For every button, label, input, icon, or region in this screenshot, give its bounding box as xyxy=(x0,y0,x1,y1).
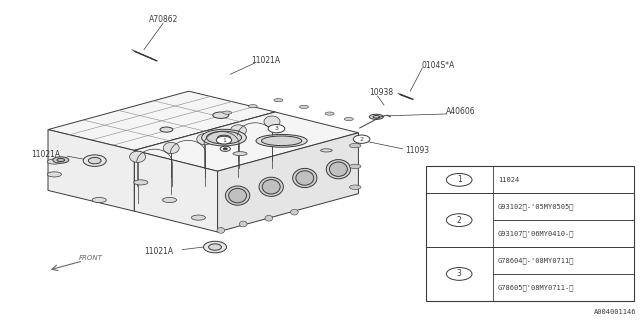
Text: A70862: A70862 xyxy=(148,15,178,24)
Text: 1: 1 xyxy=(457,175,461,184)
Ellipse shape xyxy=(163,142,179,154)
Circle shape xyxy=(216,136,232,144)
Circle shape xyxy=(268,124,285,133)
Circle shape xyxy=(447,268,472,280)
Circle shape xyxy=(353,135,370,143)
Ellipse shape xyxy=(256,134,307,147)
Ellipse shape xyxy=(197,134,212,145)
Ellipse shape xyxy=(57,158,65,162)
Ellipse shape xyxy=(274,99,283,102)
Circle shape xyxy=(83,155,106,166)
Ellipse shape xyxy=(217,228,225,233)
Ellipse shape xyxy=(212,112,229,118)
Ellipse shape xyxy=(92,197,106,203)
Ellipse shape xyxy=(129,151,146,163)
Ellipse shape xyxy=(296,171,314,185)
Circle shape xyxy=(204,241,227,253)
Ellipse shape xyxy=(262,180,280,194)
Text: 11021A: 11021A xyxy=(31,150,61,159)
Ellipse shape xyxy=(163,197,177,203)
Polygon shape xyxy=(134,150,218,232)
Text: A40606: A40606 xyxy=(446,108,476,116)
Circle shape xyxy=(220,146,230,151)
Text: G93102（-'05MY0505）: G93102（-'05MY0505） xyxy=(498,204,575,210)
Text: 1: 1 xyxy=(222,138,226,143)
Ellipse shape xyxy=(325,112,334,115)
Ellipse shape xyxy=(330,162,348,176)
Text: 11021A: 11021A xyxy=(144,247,173,256)
Bar xyxy=(426,166,634,301)
Text: 11024: 11024 xyxy=(498,177,519,183)
Ellipse shape xyxy=(300,105,308,108)
Circle shape xyxy=(447,214,472,227)
Ellipse shape xyxy=(264,116,280,127)
Ellipse shape xyxy=(47,172,61,177)
Text: 2: 2 xyxy=(457,216,461,225)
Ellipse shape xyxy=(349,185,361,189)
Ellipse shape xyxy=(326,160,351,179)
Text: 11021A: 11021A xyxy=(251,56,280,65)
Text: 3: 3 xyxy=(275,126,278,131)
Ellipse shape xyxy=(233,152,247,156)
Ellipse shape xyxy=(206,131,242,144)
Circle shape xyxy=(88,157,101,164)
Polygon shape xyxy=(48,91,275,150)
Text: G78605（'08MY0711-）: G78605（'08MY0711-） xyxy=(498,284,575,291)
Text: 3: 3 xyxy=(457,269,461,278)
Ellipse shape xyxy=(369,114,383,119)
Ellipse shape xyxy=(191,215,205,220)
Ellipse shape xyxy=(223,111,232,114)
Ellipse shape xyxy=(218,135,230,140)
Ellipse shape xyxy=(344,117,353,121)
Ellipse shape xyxy=(47,159,61,164)
Text: A004001146: A004001146 xyxy=(595,309,637,315)
Text: FRONT: FRONT xyxy=(79,255,103,260)
Ellipse shape xyxy=(349,143,361,148)
Polygon shape xyxy=(134,112,275,211)
Text: G78604（-'08MY0711）: G78604（-'08MY0711） xyxy=(498,257,575,264)
Text: 2: 2 xyxy=(360,137,364,142)
Polygon shape xyxy=(134,112,358,171)
Ellipse shape xyxy=(259,177,284,196)
Ellipse shape xyxy=(52,157,69,163)
Text: 0104S*A: 0104S*A xyxy=(422,61,455,70)
Ellipse shape xyxy=(230,125,246,136)
Polygon shape xyxy=(48,130,134,211)
Ellipse shape xyxy=(265,215,273,221)
Ellipse shape xyxy=(349,164,361,169)
Ellipse shape xyxy=(134,180,148,185)
Ellipse shape xyxy=(291,209,298,215)
Text: G93107（'06MY0410-）: G93107（'06MY0410-） xyxy=(498,230,575,237)
Circle shape xyxy=(209,244,221,250)
Ellipse shape xyxy=(248,105,257,108)
Text: 11093: 11093 xyxy=(405,146,429,155)
Ellipse shape xyxy=(262,136,302,146)
Polygon shape xyxy=(218,133,358,232)
Ellipse shape xyxy=(292,168,317,188)
Ellipse shape xyxy=(239,221,247,227)
Ellipse shape xyxy=(225,186,250,205)
Circle shape xyxy=(447,173,472,186)
Text: 10938: 10938 xyxy=(369,88,393,97)
Ellipse shape xyxy=(373,116,380,118)
Ellipse shape xyxy=(228,188,246,203)
Ellipse shape xyxy=(202,129,246,146)
Ellipse shape xyxy=(321,149,332,152)
Ellipse shape xyxy=(160,127,173,132)
Circle shape xyxy=(223,148,227,150)
